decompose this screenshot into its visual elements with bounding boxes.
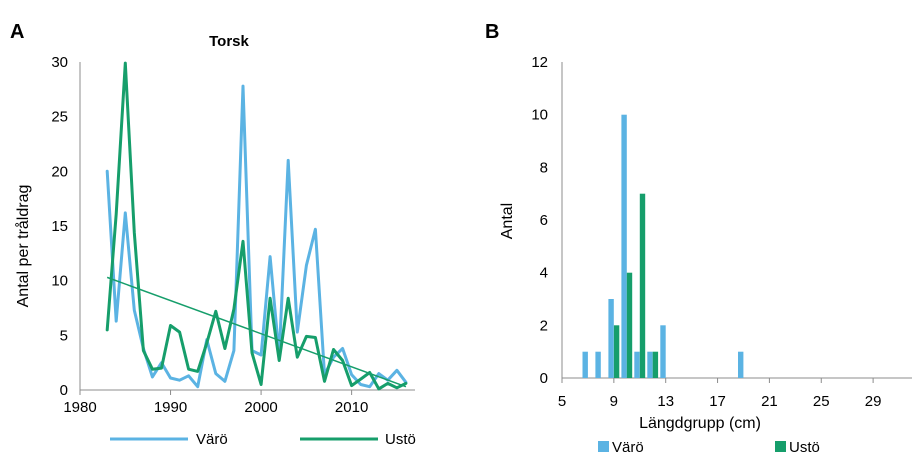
bar-usto bbox=[639, 193, 646, 378]
chart-title: Torsk bbox=[209, 33, 249, 50]
trendline-usto bbox=[106, 276, 407, 388]
y-tick-label: 20 bbox=[51, 163, 68, 180]
legend-label-varo: Värö bbox=[612, 439, 644, 456]
y-tick-label: 12 bbox=[531, 54, 548, 71]
y-ticks: 0 2 4 6 8 10 12 bbox=[531, 54, 548, 387]
panel-letter-b: B bbox=[485, 21, 499, 43]
x-tick-label: 21 bbox=[761, 393, 778, 410]
plot-area bbox=[582, 114, 744, 378]
y-tick-label: 10 bbox=[531, 107, 548, 124]
legend-label-varo: Värö bbox=[196, 431, 228, 448]
legend-swatch-usto bbox=[775, 441, 786, 452]
panel-b: B Antal Längdgrupp (cm) 0 2 4 6 8 10 12 5 9 13 17… bbox=[485, 21, 912, 456]
x-axis-title: Längdgrupp (cm) bbox=[639, 415, 761, 432]
legend-label-usto: Ustö bbox=[789, 439, 820, 456]
panel-a: A Torsk Antal per tråldrag 051015202530 … bbox=[10, 21, 416, 448]
y-tick-label: 8 bbox=[540, 159, 548, 176]
legend: Värö Ustö bbox=[598, 439, 820, 456]
x-tick-label: 25 bbox=[813, 393, 830, 410]
bar-varo bbox=[621, 114, 627, 378]
bar-usto bbox=[652, 351, 659, 378]
series-line-varo bbox=[105, 84, 408, 389]
y-tick-label: 15 bbox=[51, 218, 68, 235]
y-ticks: 0 5 10 15 20 25 30 bbox=[51, 54, 68, 399]
bar-varo bbox=[634, 351, 640, 378]
x-tick-label: 9 bbox=[610, 393, 618, 410]
bar-varo bbox=[738, 351, 744, 378]
y-tick-label: 25 bbox=[51, 109, 68, 126]
x-tick-label: 2000 bbox=[244, 399, 277, 416]
y-tick-label: 6 bbox=[540, 212, 548, 229]
bar-usto bbox=[626, 272, 633, 378]
panel-letter-a: A bbox=[10, 21, 24, 43]
y-tick-label: 0 bbox=[60, 382, 68, 399]
legend: Värö Ustö bbox=[110, 431, 416, 448]
x-ticks: 5 9 13 17 21 25 29 bbox=[558, 378, 882, 410]
x-tick-label: 1990 bbox=[154, 399, 187, 416]
legend-swatch-varo bbox=[598, 441, 609, 452]
bar-usto bbox=[613, 325, 620, 378]
x-tick-label: 5 bbox=[558, 393, 566, 410]
bar-varo bbox=[660, 325, 666, 378]
y-tick-label: 10 bbox=[51, 273, 68, 290]
x-tick-label: 17 bbox=[709, 393, 726, 410]
plot-area bbox=[105, 61, 408, 391]
y-tick-label: 5 bbox=[60, 327, 68, 344]
y-tick-label: 2 bbox=[540, 317, 548, 334]
y-tick-label: 4 bbox=[540, 265, 548, 282]
y-axis-title: Antal per tråldrag bbox=[14, 185, 32, 308]
x-tick-label: 13 bbox=[657, 393, 674, 410]
bar-varo bbox=[608, 299, 614, 378]
y-tick-label: 0 bbox=[540, 370, 548, 387]
bar-varo bbox=[595, 351, 601, 378]
bar-varo bbox=[582, 351, 588, 378]
series-line-usto bbox=[105, 61, 408, 391]
x-ticks: 1980 1990 2000 2010 bbox=[63, 390, 368, 416]
bar-varo bbox=[647, 351, 653, 378]
x-tick-label: 29 bbox=[865, 393, 882, 410]
x-tick-label: 2010 bbox=[335, 399, 368, 416]
x-tick-label: 1980 bbox=[63, 399, 96, 416]
y-tick-label: 30 bbox=[51, 54, 68, 71]
legend-label-usto: Ustö bbox=[385, 431, 416, 448]
y-axis-title: Antal bbox=[499, 203, 516, 239]
